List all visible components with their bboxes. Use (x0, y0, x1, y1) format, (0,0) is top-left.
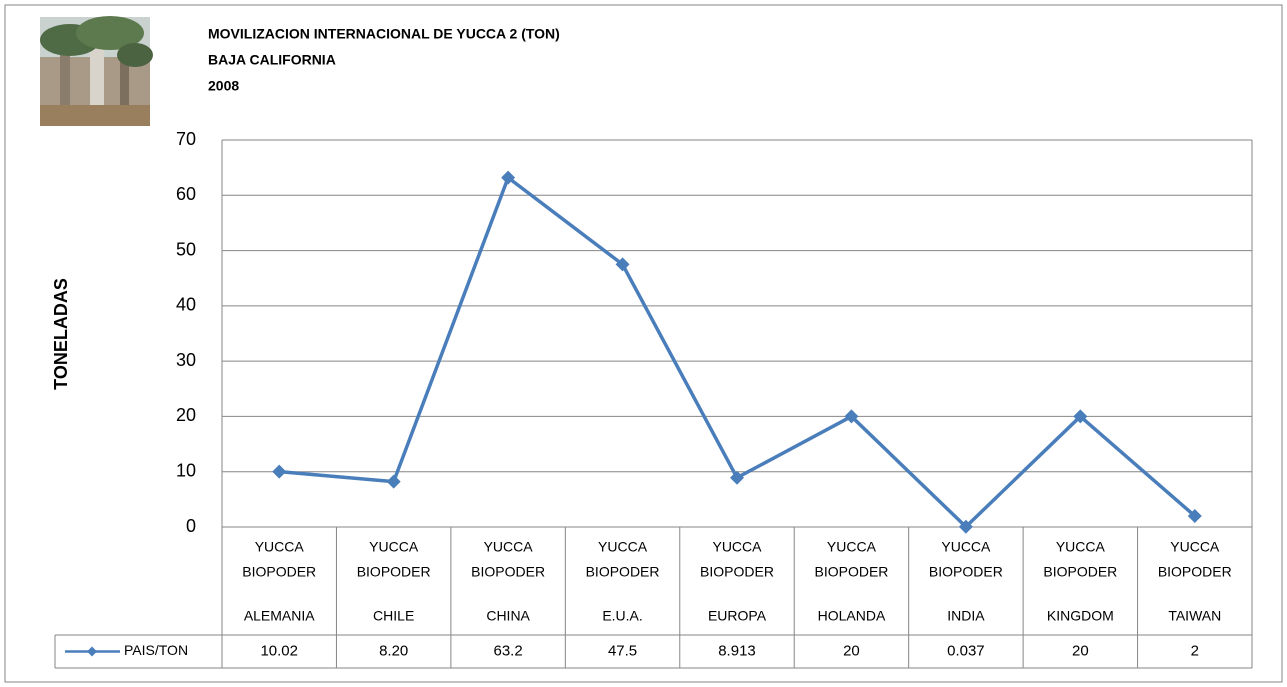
chart-subtitle: 2008 (208, 78, 239, 94)
point-marker (1073, 409, 1088, 424)
x-tick-label: BIOPODER (586, 564, 660, 580)
x-tick-label: BIOPODER (814, 564, 888, 580)
table-value: 8.913 (718, 642, 756, 659)
y-tick-label: 0 (186, 516, 196, 536)
table-value: 63.2 (494, 642, 523, 659)
x-tick-label: BIOPODER (357, 564, 431, 580)
x-tick-label: YUCCA (1056, 539, 1106, 555)
x-tick-label: YUCCA (827, 539, 877, 555)
y-tick-label: 50 (176, 239, 196, 259)
x-tick-label: BIOPODER (471, 564, 545, 580)
yucca-photo (40, 16, 153, 126)
y-axis-label: TONELADAS (51, 278, 71, 390)
point-marker (615, 257, 630, 272)
table-value: 10.02 (260, 642, 298, 659)
x-tick-label: HOLANDA (818, 608, 886, 624)
x-tick-label: CHINA (486, 608, 530, 624)
x-tick-label: BIOPODER (700, 564, 774, 580)
y-tick-label: 30 (176, 350, 196, 370)
point-marker (1187, 508, 1202, 523)
table-value: 2 (1191, 642, 1199, 659)
x-tick-label: YUCCA (712, 539, 762, 555)
x-tick-label: YUCCA (941, 539, 991, 555)
chart-title: MOVILIZACION INTERNACIONAL DE YUCCA 2 (T… (208, 26, 560, 42)
x-tick-label: YUCCA (598, 539, 648, 555)
x-tick-label: BIOPODER (1158, 564, 1232, 580)
table-value: 8.20 (379, 642, 408, 659)
point-marker (958, 519, 973, 534)
x-tick-label: YUCCA (1170, 539, 1220, 555)
y-tick-label: 70 (176, 129, 196, 149)
x-tick-label: YUCCA (255, 539, 305, 555)
x-tick-label: INDIA (947, 608, 985, 624)
point-marker (844, 409, 859, 424)
x-tick-label: TAIWAN (1168, 608, 1221, 624)
x-tick-label: BIOPODER (1043, 564, 1117, 580)
x-tick-label: BIOPODER (242, 564, 316, 580)
legend-marker (87, 646, 97, 657)
x-tick-label: YUCCA (369, 539, 419, 555)
table-value: 47.5 (608, 642, 637, 659)
y-tick-label: 40 (176, 295, 196, 315)
table-value: 20 (843, 642, 860, 659)
point-marker (501, 170, 516, 185)
y-tick-label: 60 (176, 184, 196, 204)
point-marker (730, 470, 744, 485)
chart-border (4, 4, 1283, 683)
x-tick-label: CHILE (373, 608, 414, 624)
point-marker (272, 464, 287, 479)
point-marker (386, 474, 401, 489)
x-tick-label: BIOPODER (929, 564, 1003, 580)
y-tick-label: 20 (176, 405, 196, 425)
chart-subtitle: BAJA CALIFORNIA (208, 52, 336, 68)
x-tick-label: EUROPA (708, 608, 767, 624)
table-value: 20 (1072, 642, 1089, 659)
table-value: 0.037 (947, 642, 985, 659)
x-tick-label: E.U.A. (602, 608, 642, 624)
y-tick-label: 10 (176, 460, 196, 480)
x-tick-label: ALEMANIA (244, 608, 315, 624)
legend-label: PAIS/TON (124, 642, 188, 658)
x-tick-label: KINGDOM (1047, 608, 1114, 624)
x-tick-label: YUCCA (484, 539, 534, 555)
